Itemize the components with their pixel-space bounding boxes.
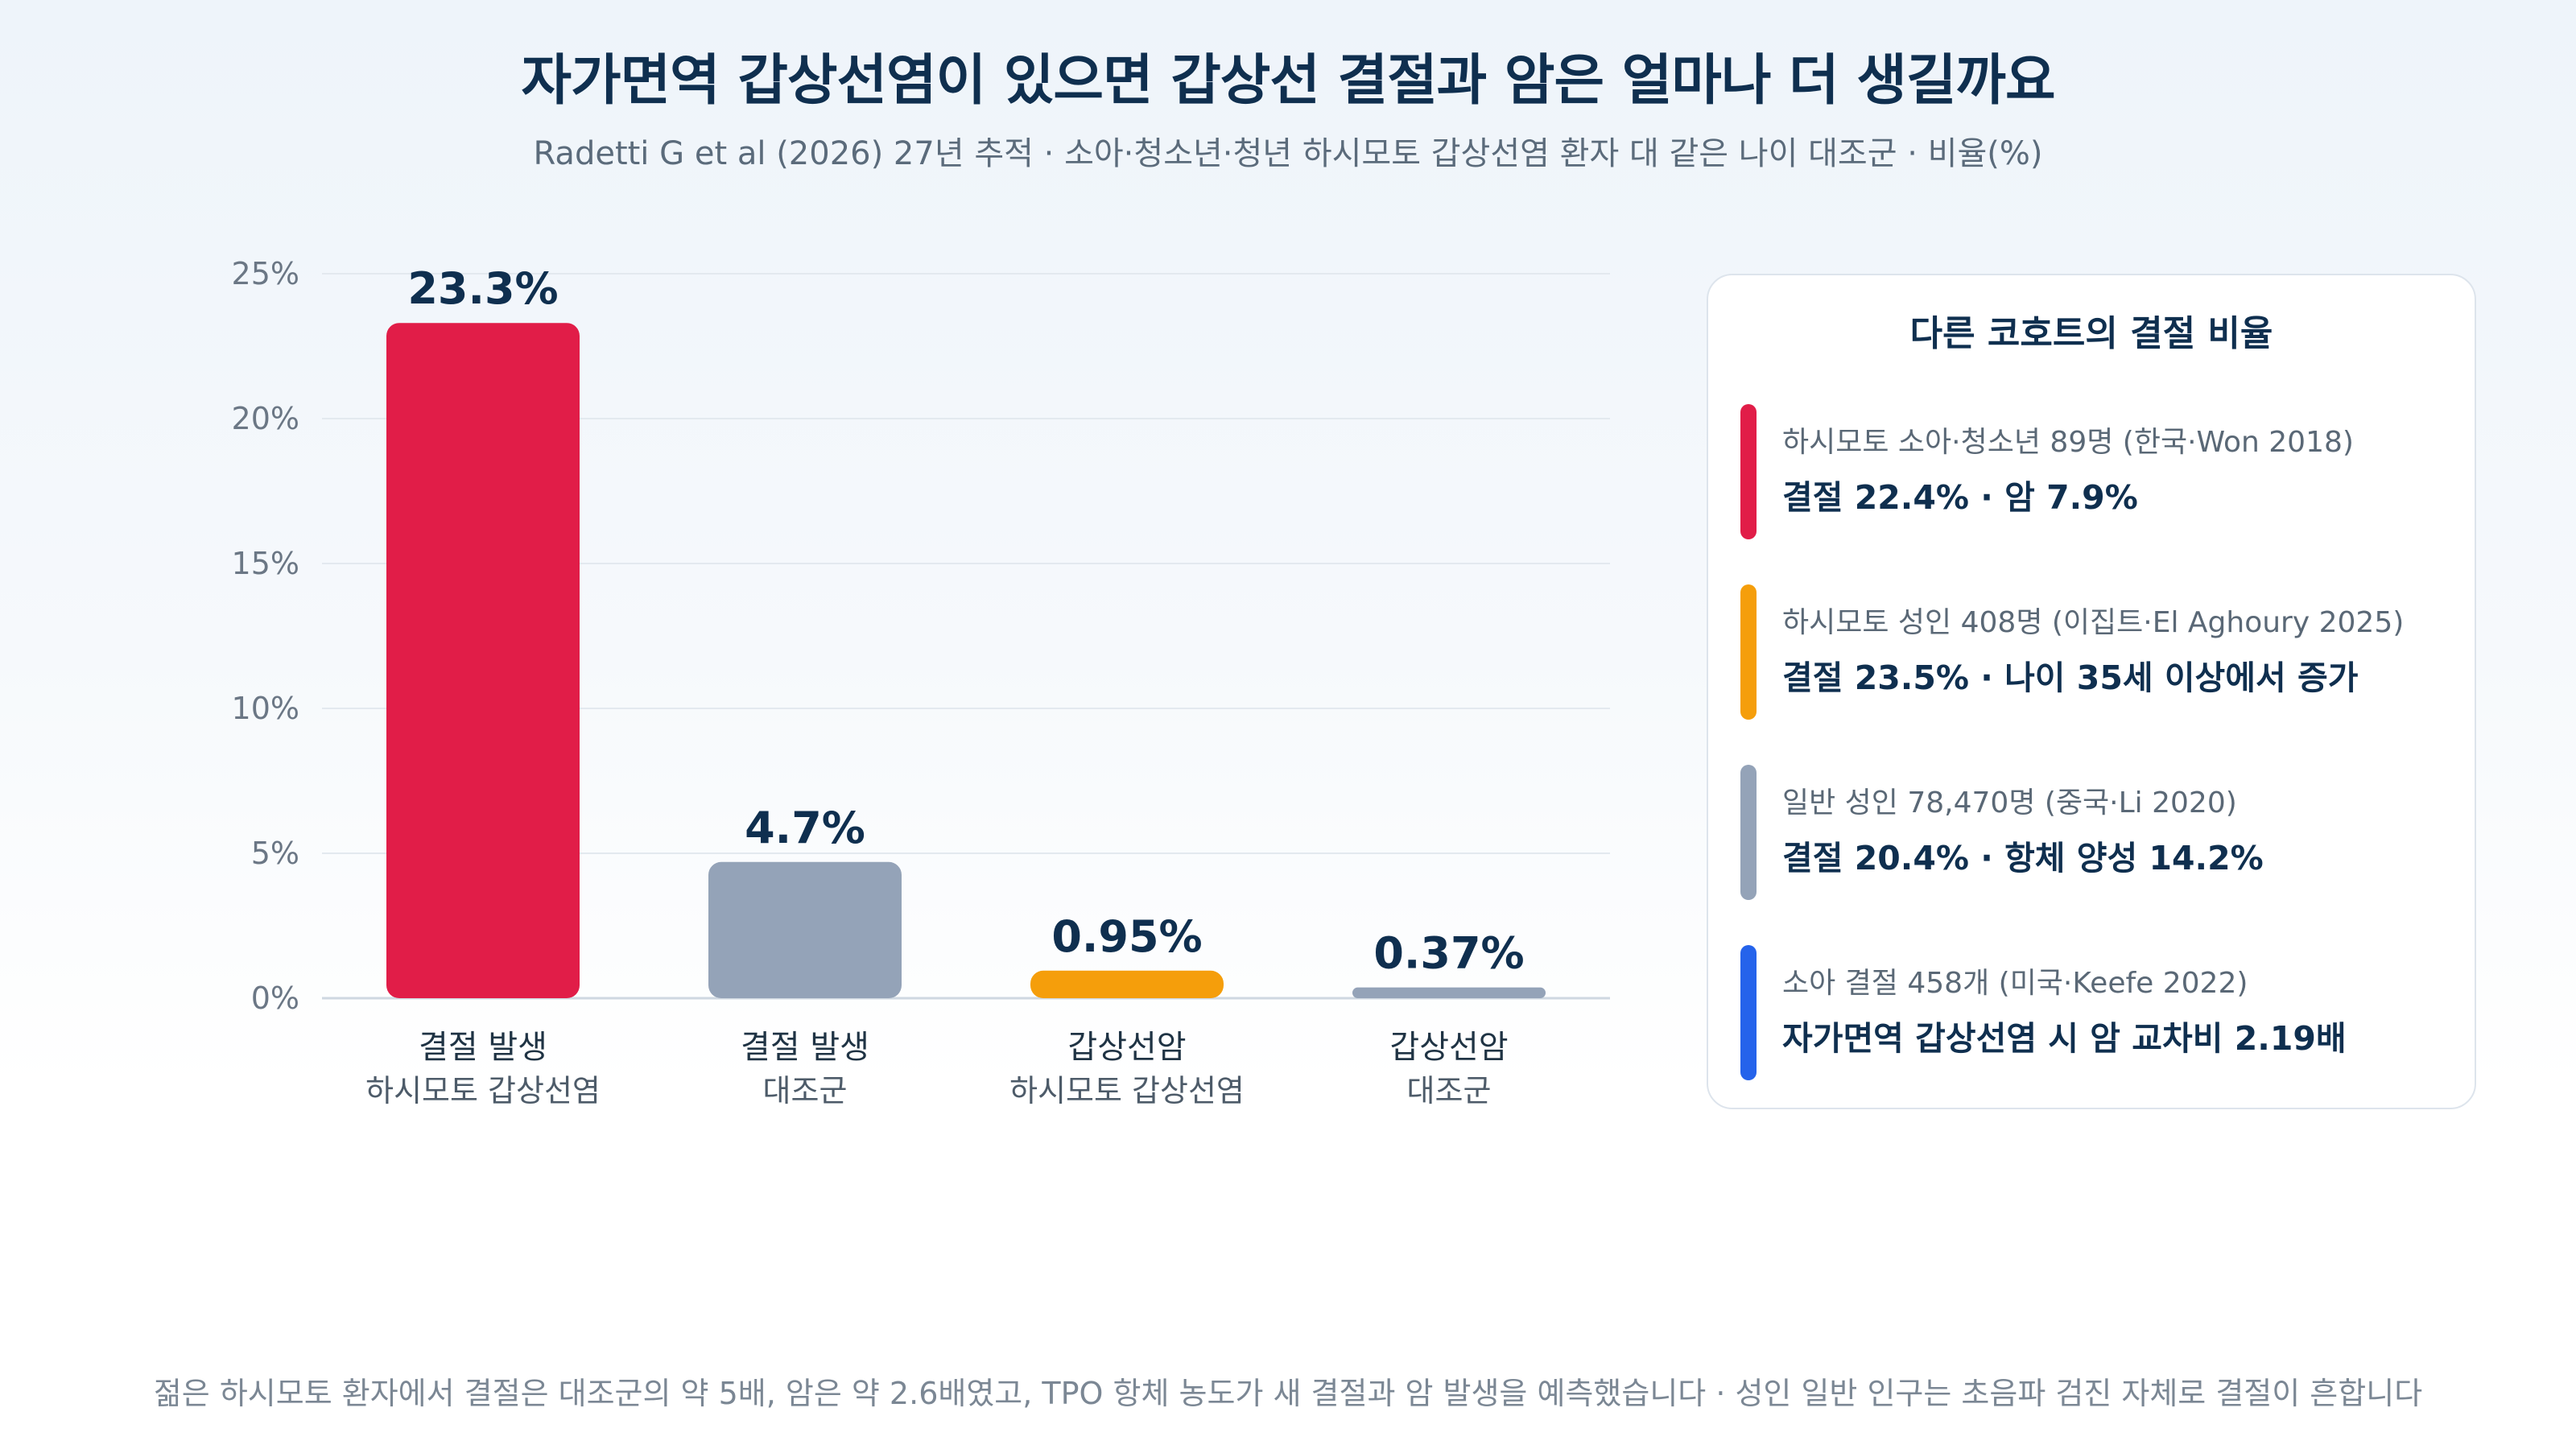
x-tick-label: 결절 발생 (419, 1029, 547, 1066)
x-tick-label: 결절 발생 (741, 1029, 869, 1066)
y-tick-label: 10% (232, 691, 299, 726)
y-tick-label: 20% (232, 401, 299, 436)
cohort-color-stripe (1740, 584, 1757, 720)
cohort-result: 자가면역 갑상선염 시 암 교차비 2.19배 (1782, 1019, 2347, 1058)
data-label: 0.95% (1051, 911, 1202, 962)
page-subtitle: Radetti G et al (2026) 27년 추적 · 소아·청소년·청… (533, 135, 2043, 172)
cohort-color-stripe (1740, 945, 1757, 1080)
cohort-description: 하시모토 소아·청소년 89명 (한국·Won 2018) (1782, 426, 2354, 459)
x-tick-label: 갑상선암 (1067, 1029, 1186, 1066)
bar (708, 861, 902, 998)
bar (1030, 970, 1224, 998)
x-tick-sublabel: 하시모토 갑상선염 (1009, 1073, 1245, 1108)
panel-title: 다른 코호트의 결절 비율 (1909, 313, 2273, 354)
cohort-description: 소아 결절 458개 (미국·Keefe 2022) (1782, 967, 2248, 1000)
cohort-color-stripe (1740, 404, 1757, 539)
y-tick-label: 25% (232, 256, 299, 291)
cohort-entry: 일반 성인 78,470명 (중국·Li 2020) 결절 20.4% · 항체… (1740, 765, 2449, 900)
cohort-entry: 하시모토 소아·청소년 89명 (한국·Won 2018) 결절 22.4% ·… (1740, 404, 2449, 539)
bar (386, 323, 580, 998)
y-tick-label: 5% (251, 836, 299, 871)
page-title: 자가면역 갑상선염이 있으면 갑상선 결절과 암은 얼마나 더 생길까요 (521, 49, 2055, 113)
cohort-result: 결절 22.4% · 암 7.9% (1782, 478, 2138, 517)
bar (1352, 987, 1546, 998)
data-label: 0.37% (1373, 928, 1524, 979)
x-tick-sublabel: 하시모토 갑상선염 (365, 1073, 601, 1108)
cohort-entry: 하시모토 성인 408명 (이집트·El Aghoury 2025) 결절 23… (1740, 584, 2449, 720)
cohort-description: 일반 성인 78,470명 (중국·Li 2020) (1782, 786, 2237, 819)
y-tick-label: 15% (232, 546, 299, 581)
footnote: 젊은 하시모토 환자에서 결절은 대조군의 약 5배, 암은 약 2.6배였고,… (153, 1376, 2423, 1411)
cohort-comparison-panel: 다른 코호트의 결절 비율 하시모토 소아·청소년 89명 (한국·Won 20… (1707, 274, 2476, 1109)
x-tick-label: 갑상선암 (1389, 1029, 1508, 1066)
cohort-result: 결절 23.5% · 나이 35세 이상에서 증가 (1782, 658, 2359, 697)
cohort-color-stripe (1740, 765, 1757, 900)
x-tick-sublabel: 대조군 (763, 1073, 848, 1108)
cohort-result: 결절 20.4% · 항체 양성 14.2% (1782, 839, 2264, 877)
x-tick-sublabel: 대조군 (1407, 1073, 1492, 1108)
data-label: 23.3% (407, 263, 558, 314)
data-label: 4.7% (745, 803, 865, 853)
cohort-entry: 소아 결절 458개 (미국·Keefe 2022) 자가면역 갑상선염 시 암… (1740, 945, 2449, 1080)
y-tick-label: 0% (251, 980, 299, 1016)
cohort-description: 하시모토 성인 408명 (이집트·El Aghoury 2025) (1782, 606, 2405, 639)
